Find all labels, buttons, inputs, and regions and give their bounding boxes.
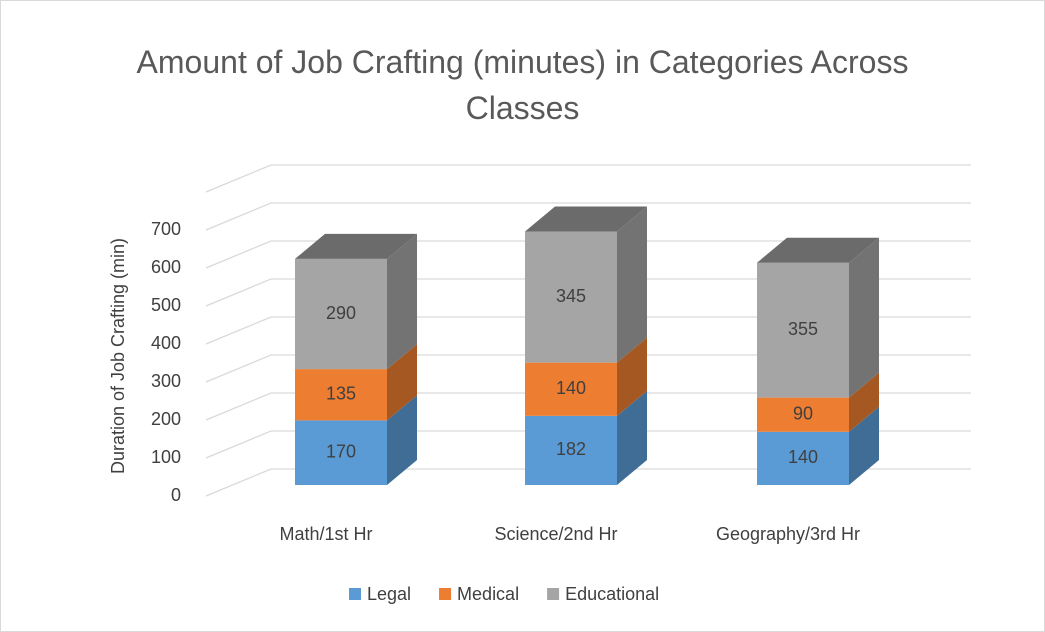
grid-line <box>205 316 971 345</box>
grid-line <box>205 354 971 383</box>
bar-segment <box>757 431 849 485</box>
grid-line <box>205 278 971 307</box>
grid-line <box>205 240 971 269</box>
y-axis-label: Duration of Job Crafting (min) <box>108 238 128 474</box>
legend-swatch <box>439 588 452 600</box>
data-label: 135 <box>326 384 356 404</box>
bar-top <box>757 237 879 263</box>
y-tick-label: 0 <box>171 485 181 505</box>
bar-segment <box>757 262 849 398</box>
bar-side <box>387 344 417 421</box>
chart-title: Amount of Job Crafting (minutes) in Cate… <box>136 44 909 126</box>
legend-label: Educational <box>565 584 659 604</box>
y-tick-label: 500 <box>151 295 181 315</box>
data-label: 345 <box>556 286 586 306</box>
bar-side <box>617 337 647 416</box>
y-tick-label: 100 <box>151 447 181 467</box>
x-tick-label: Math/1st Hr <box>279 524 372 544</box>
grid-line <box>205 202 971 231</box>
data-label: 140 <box>788 447 818 467</box>
y-tick-label: 700 <box>151 219 181 239</box>
bar-top <box>525 206 647 232</box>
bar-segment <box>295 420 387 485</box>
legend-label: Medical <box>457 584 519 604</box>
data-label: 140 <box>556 378 586 398</box>
legend-swatch <box>349 588 361 600</box>
bar-side <box>849 372 879 432</box>
grid-line <box>205 392 971 421</box>
data-label: 355 <box>788 319 818 339</box>
y-tick-label: 400 <box>151 333 181 353</box>
grid-line <box>205 430 971 459</box>
title-box: Amount of Job Crafting (minutes) in Cate… <box>1 39 1044 131</box>
bar-segment <box>295 369 387 421</box>
legend-label: Legal <box>367 584 411 604</box>
bar-side <box>849 406 879 485</box>
legend-swatch <box>547 588 560 600</box>
y-tick-label: 200 <box>151 409 181 429</box>
grid-line <box>205 164 971 193</box>
bar-top <box>295 233 417 259</box>
data-label: 290 <box>326 303 356 323</box>
data-label: 170 <box>326 441 356 461</box>
bar-segment <box>295 258 387 370</box>
grid-line <box>205 468 971 497</box>
x-tick-label: Geography/3rd Hr <box>716 524 860 544</box>
y-tick-label: 600 <box>151 257 181 277</box>
x-tick-label: Science/2nd Hr <box>494 524 617 544</box>
bar-segment <box>757 397 849 432</box>
bar-segment <box>525 362 617 416</box>
y-tick-label: 300 <box>151 371 181 391</box>
data-label: 182 <box>556 439 586 459</box>
data-label: 90 <box>793 403 813 423</box>
bar-side <box>849 237 879 398</box>
bar-side <box>617 390 647 485</box>
bar-side <box>617 206 647 363</box>
bar-segment <box>525 231 617 363</box>
bar-side <box>387 233 417 370</box>
bar-side <box>387 395 417 485</box>
bar-segment <box>525 415 617 485</box>
